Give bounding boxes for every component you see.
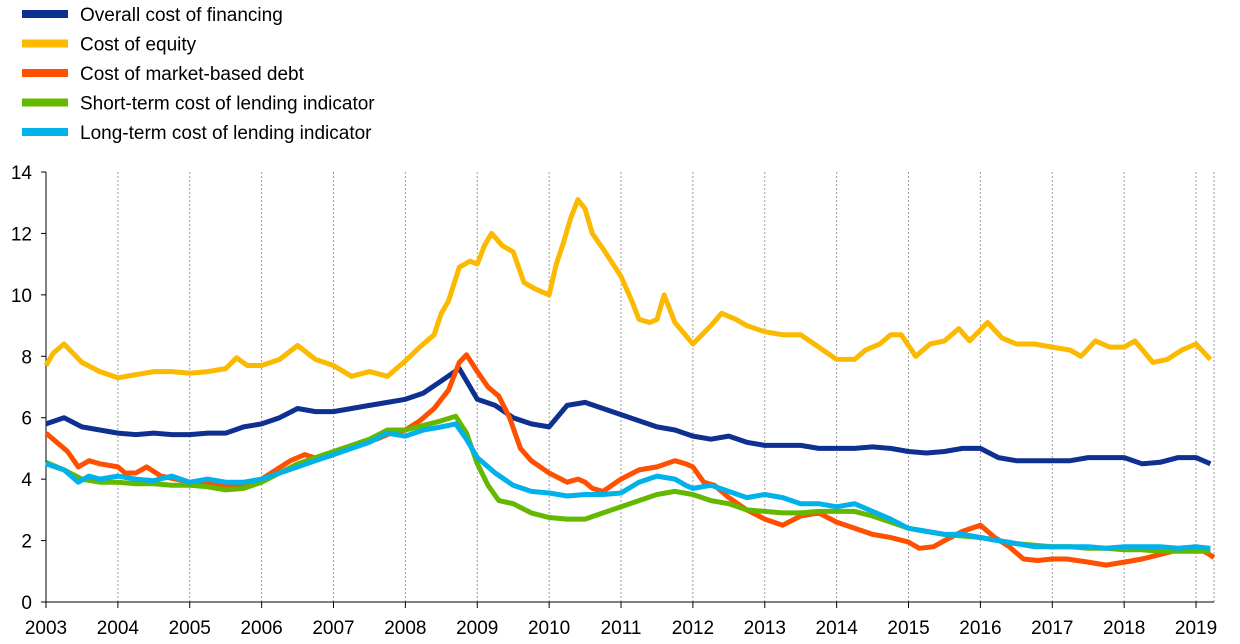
x-tick-label-2013: 2013	[744, 618, 786, 639]
series-lines	[43, 197, 1216, 568]
x-tick-label-2016: 2016	[959, 618, 1001, 639]
legend: Overall cost of financing Cost of equity C…	[22, 5, 375, 144]
y-axis-tick-labels: 0 2 4 6 8 10 12 14	[11, 163, 33, 614]
y-tick-label-0: 0	[21, 593, 32, 614]
legend-label-3: Cost of market-based debt	[80, 64, 305, 85]
axes	[41, 171, 1214, 608]
x-tick-label-2019: 2019	[1175, 618, 1217, 639]
x-tick-label-2010: 2010	[528, 618, 570, 639]
y-tick-label-14: 14	[11, 163, 33, 184]
y-tick-label-6: 6	[21, 409, 32, 430]
y-tick-label-12: 12	[11, 224, 32, 245]
x-tick-label-2009: 2009	[456, 618, 498, 639]
legend-label-4: Short-term cost of lending indicator	[80, 94, 375, 115]
legend-swatch-1	[22, 10, 68, 18]
x-tick-label-2017: 2017	[1031, 618, 1073, 639]
x-tick-label-2015: 2015	[887, 618, 929, 639]
series-line-cost-of-equity	[43, 197, 1213, 381]
legend-swatch-3	[22, 69, 68, 77]
legend-swatch-5	[22, 128, 68, 136]
series-line-long-term-cost-of-lending-indicator	[45, 421, 1211, 551]
x-tick-label-2011: 2011	[601, 618, 642, 639]
legend-swatch-2	[22, 39, 68, 48]
y-tick-label-10: 10	[11, 286, 32, 307]
legend-label-5: Long-term cost of lending indicator	[80, 123, 372, 144]
legend-label-1: Overall cost of financing	[80, 5, 283, 26]
legend-label-2: Cost of equity	[80, 35, 197, 56]
x-tick-label-2003: 2003	[25, 618, 67, 639]
x-tick-label-2014: 2014	[816, 618, 859, 639]
x-tick-label-2008: 2008	[384, 618, 426, 639]
x-tick-label-2007: 2007	[312, 618, 354, 639]
series-line-overall-cost-of-financing	[45, 366, 1212, 467]
x-tick-label-2012: 2012	[672, 618, 714, 639]
y-tick-label-2: 2	[21, 532, 32, 553]
legend-swatch-4	[22, 98, 68, 107]
x-tick-label-2018: 2018	[1103, 618, 1145, 639]
x-tick-label-2005: 2005	[169, 618, 211, 639]
y-tick-label-4: 4	[21, 470, 32, 491]
x-axis-tick-labels: 2003 2004 2005 2006 2007 2008 2009 2010 2011 2012…	[25, 618, 1217, 639]
x-tick-label-2006: 2006	[240, 618, 282, 639]
x-tick-label-2004: 2004	[97, 618, 140, 639]
grid-lines	[117, 172, 1215, 602]
y-tick-label-8: 8	[21, 347, 32, 368]
